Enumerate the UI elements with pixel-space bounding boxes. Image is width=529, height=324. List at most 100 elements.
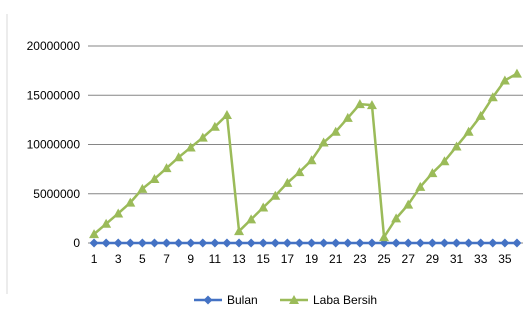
data-point xyxy=(221,109,232,119)
y-tick-label: 15000000 xyxy=(27,88,81,102)
y-tick-label: 10000000 xyxy=(27,138,81,152)
data-point xyxy=(331,238,341,248)
legend-label: Laba Bersih xyxy=(313,293,377,307)
legend: Bulan Laba Bersih xyxy=(194,293,377,307)
data-point xyxy=(113,238,123,248)
data-point xyxy=(113,208,124,218)
data-point xyxy=(367,238,377,248)
grid-lines xyxy=(88,45,523,195)
data-point xyxy=(258,238,268,248)
data-point xyxy=(162,238,172,248)
data-point xyxy=(174,238,184,248)
data-point xyxy=(125,238,135,248)
data-point xyxy=(270,238,280,248)
data-point xyxy=(476,238,486,248)
data-point xyxy=(258,202,269,212)
data-point xyxy=(149,238,159,248)
data-point xyxy=(463,126,474,136)
data-point xyxy=(234,238,244,248)
data-point xyxy=(307,238,317,248)
series-bulan xyxy=(89,238,522,248)
x-tick-label: 7 xyxy=(163,252,170,266)
data-point xyxy=(354,99,365,109)
data-point xyxy=(282,238,292,248)
data-point xyxy=(415,181,426,191)
data-point xyxy=(197,132,208,142)
data-point xyxy=(500,238,510,248)
data-point xyxy=(379,232,390,242)
data-point xyxy=(318,137,329,147)
data-point xyxy=(161,163,172,173)
data-point xyxy=(464,238,474,248)
x-tick-label: 21 xyxy=(329,252,343,266)
x-tick-label: 11 xyxy=(209,252,222,266)
data-point xyxy=(488,238,498,248)
data-point xyxy=(89,238,99,248)
data-point xyxy=(452,238,462,248)
data-point xyxy=(306,155,317,165)
x-tick-label: 27 xyxy=(402,252,416,266)
x-tick-label: 17 xyxy=(281,252,295,266)
data-point xyxy=(149,173,160,183)
data-point xyxy=(210,238,220,248)
y-axis-tick-labels: 0 5000000 10000000 15000000 20000000 xyxy=(27,39,81,250)
y-tick-label: 20000000 xyxy=(27,39,81,53)
x-tick-label: 35 xyxy=(498,252,512,266)
x-tick-label: 31 xyxy=(450,252,464,266)
data-point xyxy=(439,238,449,248)
data-point xyxy=(342,112,353,122)
data-point xyxy=(475,110,486,120)
data-point xyxy=(427,168,438,178)
data-point xyxy=(487,92,498,102)
data-point xyxy=(294,167,305,177)
data-point xyxy=(185,142,196,152)
x-tick-label: 13 xyxy=(232,252,246,266)
data-point xyxy=(294,238,304,248)
data-point xyxy=(282,177,293,187)
data-point xyxy=(391,238,401,248)
data-point xyxy=(499,75,510,85)
x-tick-label: 1 xyxy=(91,252,98,266)
x-tick-label: 9 xyxy=(187,252,194,266)
series-laba-bersih xyxy=(89,68,522,242)
data-point xyxy=(439,156,450,166)
data-point xyxy=(101,218,112,228)
series-line xyxy=(93,72,518,239)
legend-item: Laba Bersih xyxy=(280,293,377,307)
data-point xyxy=(330,126,341,136)
data-point xyxy=(319,238,329,248)
x-tick-label: 3 xyxy=(115,252,122,266)
data-point xyxy=(101,238,111,248)
data-point xyxy=(89,229,100,239)
x-axis-tick-labels: 1 3 5 7 9 11 13 15 17 19 21 23 25 27 29 31 33 35 xyxy=(91,252,512,266)
data-point xyxy=(403,238,413,248)
data-point xyxy=(391,213,402,223)
legend-swatch-marker xyxy=(289,295,299,304)
data-point xyxy=(415,238,425,248)
data-point xyxy=(246,214,257,224)
data-point xyxy=(355,238,365,248)
data-point xyxy=(366,100,377,110)
x-tick-label: 25 xyxy=(377,252,391,266)
data-point xyxy=(427,238,437,248)
legend-label: Bulan xyxy=(227,293,258,307)
data-point xyxy=(512,238,522,248)
data-point xyxy=(222,238,232,248)
x-tick-label: 15 xyxy=(257,252,271,266)
legend-swatch-marker xyxy=(203,295,213,305)
data-point xyxy=(270,190,281,200)
data-point xyxy=(198,238,208,248)
data-point xyxy=(173,152,184,162)
y-tick-label: 5000000 xyxy=(33,187,80,201)
data-point xyxy=(451,141,462,151)
data-point xyxy=(125,197,136,207)
y-tick-label: 0 xyxy=(73,236,80,250)
legend-item: Bulan xyxy=(194,293,258,307)
data-point xyxy=(343,238,353,248)
data-point xyxy=(511,68,522,78)
data-point xyxy=(234,226,245,236)
x-tick-label: 5 xyxy=(139,252,146,266)
x-tick-label: 23 xyxy=(353,252,367,266)
data-point xyxy=(137,183,148,193)
